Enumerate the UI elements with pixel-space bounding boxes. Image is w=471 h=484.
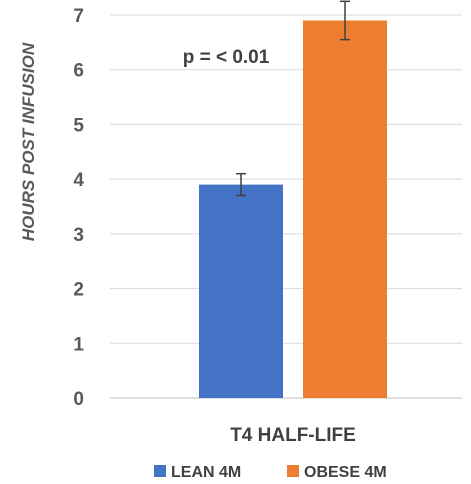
error-bars — [236, 0, 350, 197]
legend-label: OBESE 4M — [304, 464, 387, 481]
legend-label: LEAN 4M — [171, 464, 241, 481]
x-category-label: T4 HALF-LIFE — [230, 425, 356, 446]
y-tick-label: 7 — [73, 6, 84, 27]
y-axis-label: HOURS POST INFUSION — [19, 42, 38, 241]
y-tick-label: 4 — [73, 170, 84, 191]
y-tick-label: 3 — [73, 225, 84, 246]
legend-swatch — [287, 465, 299, 477]
bar-obese-4m — [303, 20, 387, 398]
y-tick-label: 6 — [73, 61, 84, 82]
y-tick-label: 5 — [73, 115, 84, 136]
y-tick-label: 0 — [73, 389, 84, 410]
bar-lean-4m — [199, 184, 283, 398]
p-value-annotation: p = < 0.01 — [183, 47, 270, 68]
bars — [199, 20, 387, 398]
y-tick-label: 2 — [73, 280, 84, 301]
legend: LEAN 4M OBESE 4M — [154, 464, 387, 481]
legend-swatch — [154, 465, 166, 477]
y-axis-ticks: 0 1 2 3 4 5 6 7 — [73, 6, 84, 410]
y-tick-label: 1 — [73, 334, 84, 355]
gridlines — [110, 14, 462, 399]
